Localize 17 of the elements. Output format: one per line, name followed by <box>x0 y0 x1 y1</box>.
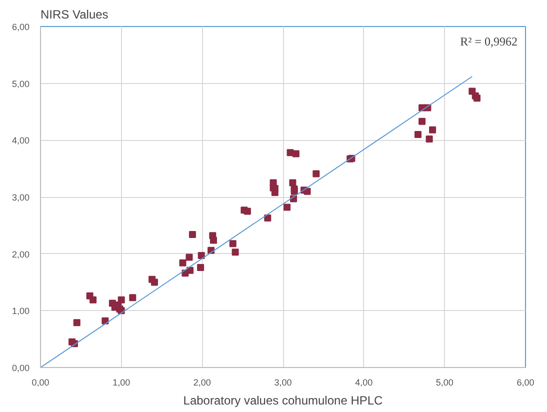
chart-title: NIRS Values <box>40 8 108 22</box>
y-tick-label: 5,00 <box>12 78 30 89</box>
x-tick-label: 3,00 <box>274 378 292 388</box>
x-axis-title: Laboratory values cohumulone HPLC <box>183 394 384 408</box>
y-tick-label: 2,00 <box>12 249 30 260</box>
x-tick-label: 5,00 <box>436 378 454 388</box>
x-tick-label: 2,00 <box>193 378 211 388</box>
x-tick-label: 4,00 <box>355 378 373 388</box>
y-tick-label: 0,00 <box>12 363 30 373</box>
y-tick-label: 6,00 <box>12 22 30 32</box>
annotation: R² = 0,9962 <box>460 34 518 48</box>
x-tick-label: 1,00 <box>112 378 130 388</box>
x-tick-label: 0,00 <box>32 378 50 388</box>
y-tick-label: 1,00 <box>12 306 30 316</box>
x-tick-label: 6,00 <box>516 378 534 388</box>
y-tick-label: 3,00 <box>12 192 30 202</box>
y-tick-label: 4,00 <box>12 136 30 146</box>
